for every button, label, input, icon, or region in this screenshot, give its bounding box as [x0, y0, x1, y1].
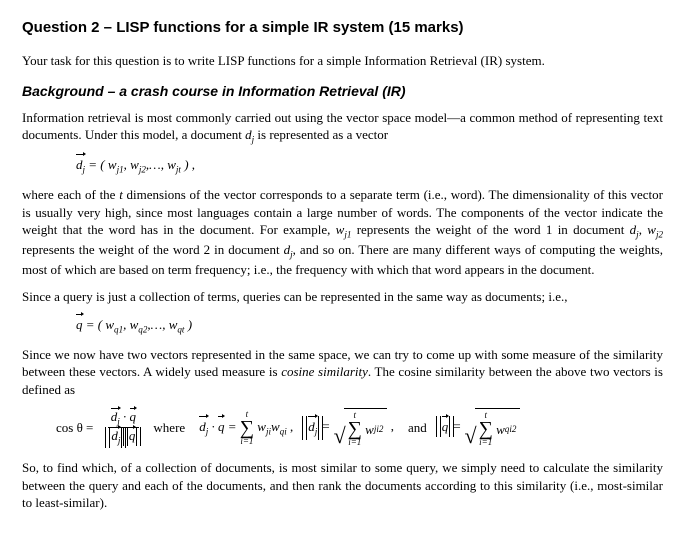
f2-end: ) — [184, 317, 192, 332]
dp-w1: w — [257, 419, 266, 434]
nq-qi: qi — [505, 423, 512, 435]
dp-j: j — [206, 426, 209, 436]
p2e: represents the weight of the word 2 in d… — [22, 242, 284, 257]
background-header: Background – a crash course in Informati… — [22, 82, 663, 101]
dot-product: dj · q = t∑i=1 wjiwqi , — [199, 410, 293, 446]
f1-j: j — [83, 165, 86, 175]
f2-s1: q1 — [114, 324, 123, 334]
p2d: , — [639, 222, 648, 237]
dp-comma: , — [290, 419, 293, 434]
formula-dj: dj = ( wj1, wj2,…, wjt ) , — [76, 156, 663, 176]
num-q: q — [130, 410, 137, 424]
f2-c1: , w — [123, 317, 138, 332]
f2-c2: ,…, w — [147, 317, 177, 332]
p2-w2s: j2 — [656, 230, 663, 240]
question-title: Question 2 – LISP functions for a simple… — [22, 18, 663, 38]
dp-q: q — [218, 418, 225, 436]
nq-sum-b: i=1 — [479, 438, 492, 447]
formula-q: q = ( wq1, wq2,…, wqt ) — [76, 316, 663, 336]
cos-lhs: cos θ = — [56, 419, 93, 437]
nq-w: w — [496, 421, 505, 439]
dp-w2: w — [271, 419, 280, 434]
dp-qi: qi — [280, 426, 287, 436]
paragraph-1: Information retrieval is most commonly c… — [22, 109, 663, 146]
p2c: represents the weight of the word 1 in d… — [351, 222, 629, 237]
f2-q: q — [76, 316, 83, 334]
nq-q: q — [442, 418, 449, 436]
f1-c2: ,…, w — [146, 157, 176, 172]
num-dot: · — [120, 409, 130, 424]
cos-fraction: dj · q dj q — [107, 410, 139, 446]
intro-paragraph: Your task for this question is to write … — [22, 52, 663, 70]
f1-eq: = ( w — [85, 157, 117, 172]
paragraph-5: So, to find which, of a collection of do… — [22, 459, 663, 512]
formula-cosine: cos θ = dj · q dj q where dj · q = t∑i=1… — [56, 408, 663, 447]
dp-dot: · — [208, 419, 218, 434]
nd-comma: , — [391, 419, 394, 434]
norm-q: q = √t∑i=1 wqi2 — [441, 408, 521, 447]
and-label: and — [408, 419, 427, 437]
f1-end: ) , — [181, 157, 195, 172]
nd-j: j — [315, 426, 318, 436]
where-label: where — [153, 419, 185, 437]
paragraph-3: Since a query is just a collection of te… — [22, 288, 663, 306]
norm-dj: dj = √t∑i=1 wji2 , — [307, 408, 394, 447]
f1-c1: , w — [124, 157, 139, 172]
dp-eq: = — [224, 419, 239, 434]
paragraph-4: Since we now have two vectors represente… — [22, 346, 663, 399]
f1-s2: j2 — [139, 165, 146, 175]
nd-sum-b: i=1 — [348, 438, 361, 447]
nd-sq: 2 — [379, 423, 384, 435]
f1-s1: j1 — [117, 165, 124, 175]
nd-w: w — [365, 421, 374, 439]
p1-text-b: is represented as a vector — [254, 127, 388, 142]
nq-sq: 2 — [512, 423, 517, 435]
p4-cos: cosine similarity — [281, 364, 368, 379]
den-q: q — [129, 429, 136, 443]
dp-sum-b: i=1 — [240, 437, 253, 446]
f2-eq: = ( w — [83, 317, 115, 332]
den-j: j — [118, 436, 121, 446]
p2a: where each of the — [22, 187, 119, 202]
p2-w2: w — [647, 222, 656, 237]
paragraph-2: where each of the t dimensions of the ve… — [22, 186, 663, 278]
